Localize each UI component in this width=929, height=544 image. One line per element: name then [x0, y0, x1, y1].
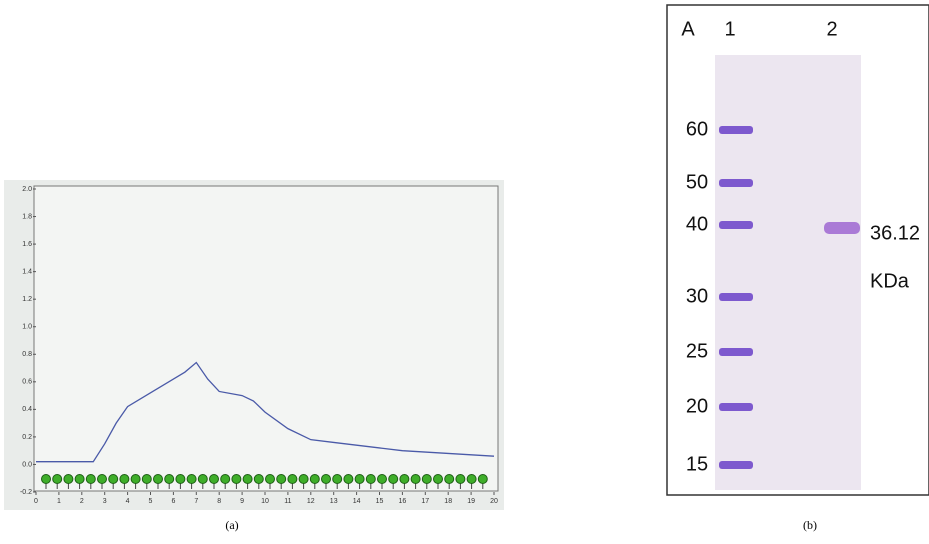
protein-band: [824, 222, 860, 234]
gel: [715, 55, 861, 490]
y-tick-label: -0.2: [20, 489, 32, 496]
x-tick-label: 3: [103, 498, 107, 505]
x-tick-label: 19: [467, 498, 475, 505]
fraction-marker: [455, 474, 466, 484]
y-tick-label: 1.8: [22, 213, 32, 220]
corner-label: A: [681, 18, 695, 40]
fraction-marker: [343, 474, 354, 484]
y-tick-label: 1.2: [22, 296, 32, 303]
ladder-band: [719, 221, 753, 229]
fraction-marker: [186, 474, 197, 484]
data-line: [36, 361, 495, 463]
y-tick-label: 2.0: [22, 186, 32, 193]
fraction-marker: [298, 474, 309, 484]
fraction-marker: [63, 474, 74, 484]
x-tick-label: 5: [149, 498, 153, 505]
x-tick-label: 1: [57, 498, 61, 505]
fraction-marker: [388, 474, 399, 484]
fraction-marker: [242, 474, 253, 484]
fraction-marker: [332, 474, 343, 484]
ladder-band: [719, 348, 753, 356]
ladder-label: 25: [686, 340, 708, 362]
x-tick-label: 0: [34, 498, 38, 505]
x-tick-label: 17: [421, 498, 429, 505]
y-tick-label: 0.4: [22, 406, 32, 413]
fraction-marker: [119, 474, 130, 484]
fraction-marker: [175, 474, 186, 484]
fraction-marker: [466, 474, 477, 484]
x-tick-label: 4: [126, 498, 130, 505]
ladder-label: 60: [686, 118, 708, 140]
y-tick-label: 1.6: [22, 241, 32, 248]
x-tick-label: 15: [376, 498, 384, 505]
band-unit: KDa: [870, 270, 910, 292]
ladder-band: [719, 293, 753, 301]
fraction-marker: [399, 474, 410, 484]
fraction-marker: [433, 474, 443, 484]
fraction-marker: [108, 474, 119, 484]
x-tick-label: 9: [240, 498, 244, 505]
fraction-marker: [253, 474, 264, 484]
x-tick-label: 16: [399, 498, 407, 505]
fraction-marker: [321, 474, 331, 484]
fraction-marker: [52, 474, 63, 484]
ladder-label: 40: [686, 213, 708, 235]
x-tick-label: 13: [330, 498, 338, 505]
plot-area: [33, 185, 499, 492]
ladder-band: [719, 126, 753, 134]
y-tick-label: 0.0: [22, 461, 32, 468]
fraction-marker: [265, 474, 275, 484]
fraction-marker: [287, 474, 298, 484]
ladder-label: 15: [686, 453, 708, 475]
fraction-marker: [231, 474, 242, 484]
fraction-marker: [444, 474, 455, 484]
y-tick-label: 0.6: [22, 379, 32, 386]
fraction-marker: [209, 474, 219, 484]
ladder-band: [719, 461, 753, 469]
fraction-marker: [354, 474, 365, 484]
x-tick-label: 10: [261, 498, 269, 505]
x-tick-label: 14: [353, 498, 361, 505]
ladder-label: 50: [686, 171, 708, 193]
lane-label: 1: [724, 18, 735, 40]
x-tick-label: 8: [217, 498, 221, 505]
fraction-marker: [365, 474, 376, 484]
fraction-marker: [220, 474, 231, 484]
fraction-marker: [153, 474, 163, 484]
y-tick-label: 1.4: [22, 268, 32, 275]
fraction-marker: [477, 474, 488, 484]
x-tick-label: 20: [490, 498, 498, 505]
x-tick-label: 18: [444, 498, 452, 505]
fraction-marker: [377, 474, 387, 484]
fraction-marker: [197, 474, 208, 484]
caption-a: (a): [225, 518, 238, 532]
fraction-marker: [164, 474, 175, 484]
fraction-marker: [421, 474, 432, 484]
x-tick-label: 12: [307, 498, 315, 505]
fraction-marker: [276, 474, 287, 484]
x-tick-label: 2: [80, 498, 84, 505]
fraction-marker: [141, 474, 152, 484]
fraction-marker: [85, 474, 96, 484]
ladder-label: 30: [686, 285, 708, 307]
ladder-band: [719, 179, 753, 187]
fraction-marker: [74, 474, 85, 484]
x-tick-label: 7: [194, 498, 198, 505]
fraction-marker: [97, 474, 107, 484]
y-tick-label: 0.8: [22, 351, 32, 358]
y-tick-label: 0.2: [22, 434, 32, 441]
x-tick-label: 6: [171, 498, 175, 505]
x-tick-label: 11: [284, 498, 291, 505]
fraction-marker: [309, 474, 320, 484]
lane-label: 2: [826, 18, 837, 40]
caption-b: (b): [803, 518, 817, 532]
fraction-marker: [130, 474, 141, 484]
ladder-label: 20: [686, 395, 708, 417]
fraction-marker: [41, 474, 51, 484]
y-tick-label: 1.0: [22, 324, 32, 331]
band-value: 36.12: [870, 222, 920, 244]
ladder-band: [719, 403, 753, 411]
fraction-marker: [410, 474, 421, 484]
